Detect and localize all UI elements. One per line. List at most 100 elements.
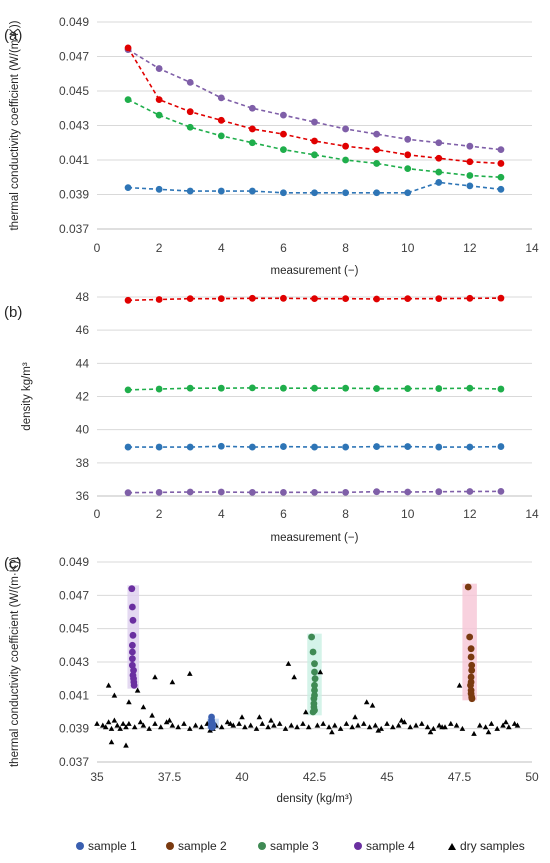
data-point-sample2 [497,294,505,302]
data-point-sample1 [466,443,474,451]
legend-item: dry samples [448,839,525,853]
chart-panel-c: 0.037 0.039 0.041 0.043 0.045 0.047 0.049 35 37.… [4,555,539,805]
data-point-sample2 [155,296,163,303]
y-tick-label: 0.047 [59,50,89,64]
data-point-dry [146,725,152,731]
data-point-dry [198,724,205,730]
data-point-sample1 [373,189,381,197]
data-point-sample3 [404,385,412,392]
data-point-dry [471,730,477,736]
legend-marker-triangle [448,843,456,850]
data-point-dry [448,720,454,726]
y-tick-label: 0.043 [59,119,89,133]
data-point-sample3 [217,384,225,392]
data-point-dry [227,720,234,726]
data-point-dry [349,724,355,730]
data-point-sample4 [342,488,349,496]
data-point-sample3 [124,96,132,104]
data-point-sample1 [342,189,349,197]
data-point-sample4 [373,130,381,138]
legend-marker-circle [76,842,84,850]
data-point-dry [366,724,373,730]
data-point-sample-3 [311,686,318,694]
data-point-dry [477,722,483,728]
x-tick-label: 2 [156,241,163,255]
data-point-sample2 [280,130,287,138]
legend-item: sample 2 [166,839,227,853]
x-tick-label: 12 [463,507,477,521]
data-point-dry [111,692,118,698]
data-point-dry [137,719,144,725]
data-point-dry [282,725,289,731]
data-point-sample1 [280,443,287,450]
data-point-dry [514,722,521,728]
data-point-sample-3 [311,675,319,683]
data-point-sample-3 [311,660,318,668]
data-point-sample2 [466,294,474,302]
legend-item: sample 1 [76,839,137,853]
x-tick-label: 4 [218,241,225,255]
data-point-dry [488,720,495,726]
data-point-sample2 [280,294,287,302]
y-tick-label: 0.039 [59,722,89,736]
data-point-dry [126,720,132,726]
x-tick-label: 0 [94,507,101,521]
data-point-dry [291,674,297,680]
data-point-sample-3 [309,708,317,716]
data-point-dry [285,660,292,666]
data-point-sample2 [404,295,412,303]
legend-label: dry samples [460,839,525,853]
data-point-sample-3 [309,648,317,656]
data-point-sample1 [497,443,505,450]
data-point-dry [105,719,112,725]
x-tick-label: 8 [342,507,349,521]
y-tick-label: 0.045 [59,84,89,98]
data-point-dry [294,724,300,730]
data-point-dry [395,722,402,728]
data-point-sample2 [373,146,381,154]
data-point-sample4 [248,488,256,496]
data-point-sample4 [435,488,443,496]
data-point-dry [500,722,506,728]
x-tick-label: 12 [463,241,477,255]
data-point-dry [268,717,274,723]
x-axis-title: measurement (−) [271,532,359,544]
x-tick-label: 42.5 [303,770,327,784]
data-point-sample3 [435,168,443,176]
data-point-dry [390,724,396,730]
y-axis-title: thermal conductivity coefficient (W/(m·K… [9,20,21,230]
data-point-dry [224,719,231,725]
data-point-dry [117,725,123,731]
data-point-sample4 [311,118,318,126]
data-point-dry [511,720,518,726]
data-point-dry [439,724,445,730]
data-point-dry [94,720,100,726]
data-point-sample1 [124,184,132,192]
data-point-sample2 [435,295,443,303]
data-point-sample-3 [311,668,318,676]
x-tick-label: 50 [525,770,539,784]
data-point-sample2 [466,158,474,166]
y-axis-title: density kg/m³ [21,362,33,431]
data-point-sample1 [217,442,225,450]
data-point-sample-2 [466,633,474,641]
data-point-dry [152,674,158,680]
data-point-sample2 [186,295,194,303]
data-point-dry [398,717,405,723]
data-point-sample4 [497,146,505,154]
y-tick-label: 0.041 [59,153,89,167]
data-point-sample1 [248,443,256,451]
data-point-sample2 [435,154,443,162]
data-point-dry [169,722,176,728]
data-point-sample2 [248,125,256,133]
data-point-dry [123,724,129,730]
y-tick-label: 46 [76,323,90,337]
data-point-sample4 [248,104,256,112]
data-point-dry [169,679,176,685]
data-point-sample-3 [310,695,318,703]
legend-marker-circle [258,842,266,850]
y-tick-label: 42 [76,390,90,404]
data-point-dry [253,725,260,731]
data-point-dry [352,714,358,720]
